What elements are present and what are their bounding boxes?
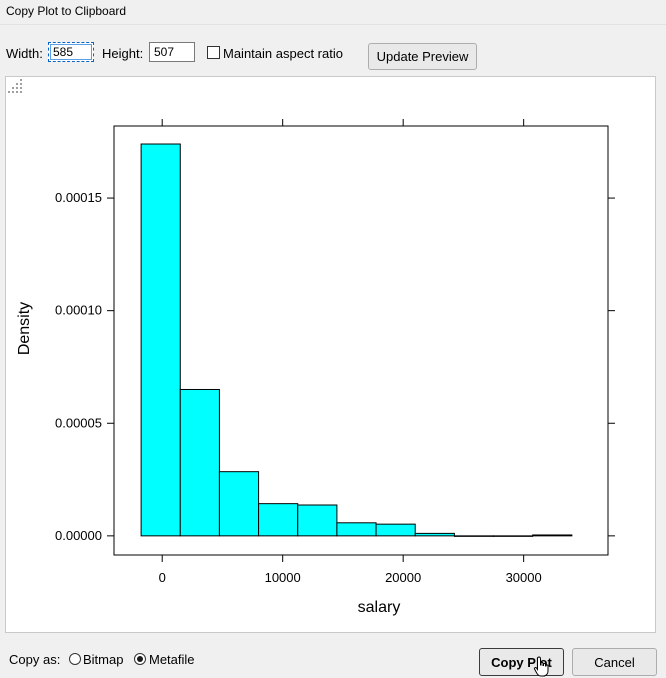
maintain-aspect-label[interactable]: Maintain aspect ratio	[223, 46, 343, 61]
histogram-bar	[493, 535, 534, 537]
plot-frame	[113, 125, 609, 556]
y-tick-label: 0.00005	[55, 415, 102, 430]
bitmap-radio[interactable]	[69, 653, 81, 665]
histogram-bar	[414, 532, 455, 537]
width-label: Width:	[6, 46, 43, 61]
histogram-bar	[375, 523, 416, 537]
height-label: Height:	[102, 46, 144, 61]
histogram-bar	[297, 504, 338, 537]
update-preview-button[interactable]: Update Preview	[368, 43, 477, 70]
y-tick-label: 0.00015	[55, 190, 102, 205]
bitmap-label[interactable]: Bitmap	[83, 652, 124, 667]
x-tick-label: 10000	[265, 570, 301, 585]
histogram-bar	[218, 471, 260, 537]
cancel-button[interactable]: Cancel	[572, 648, 657, 676]
histogram-bar	[453, 535, 495, 537]
width-input[interactable]: 585	[48, 42, 94, 62]
histogram-bar	[179, 388, 220, 537]
window-title: Copy Plot to Clipboard	[6, 4, 127, 18]
y-tick-label: 0.00000	[55, 528, 102, 543]
resize-grip-icon[interactable]	[6, 77, 24, 95]
x-tick-label: 0	[159, 570, 166, 585]
title-bar: Copy Plot to Clipboard	[0, 0, 666, 25]
metafile-label[interactable]: Metafile	[149, 652, 195, 667]
maintain-aspect-checkbox[interactable]	[207, 46, 220, 59]
copy-as-label: Copy as:	[9, 652, 61, 667]
copy-options-row: Copy as: Bitmap Metafile Copy Plot Cance…	[0, 645, 666, 678]
histogram-bar	[258, 503, 299, 537]
histogram-bar	[336, 522, 377, 537]
copy-plot-button[interactable]: Copy Plot	[479, 648, 564, 676]
histogram-plot: 0 10000 20000 30000 0.00000 0.00005 0.00010 0.0…	[16, 119, 615, 616]
metafile-radio[interactable]	[134, 653, 146, 665]
y-axis-label: Density	[16, 302, 33, 355]
height-input[interactable]: 507	[149, 42, 195, 62]
y-tick-label: 0.00010	[55, 303, 102, 318]
plot-preview: 0 10000 20000 30000 0.00000 0.00005 0.00010 0.0…	[5, 76, 656, 633]
histogram-bar	[140, 143, 181, 537]
toolbar: Width: 585 Height: 507 Maintain aspect r…	[0, 36, 666, 72]
histogram-bar	[532, 534, 573, 537]
hand-cursor-icon	[533, 656, 549, 677]
x-axis-label: salary	[358, 599, 401, 616]
x-tick-label: 20000	[385, 570, 421, 585]
x-tick-label: 30000	[506, 570, 542, 585]
